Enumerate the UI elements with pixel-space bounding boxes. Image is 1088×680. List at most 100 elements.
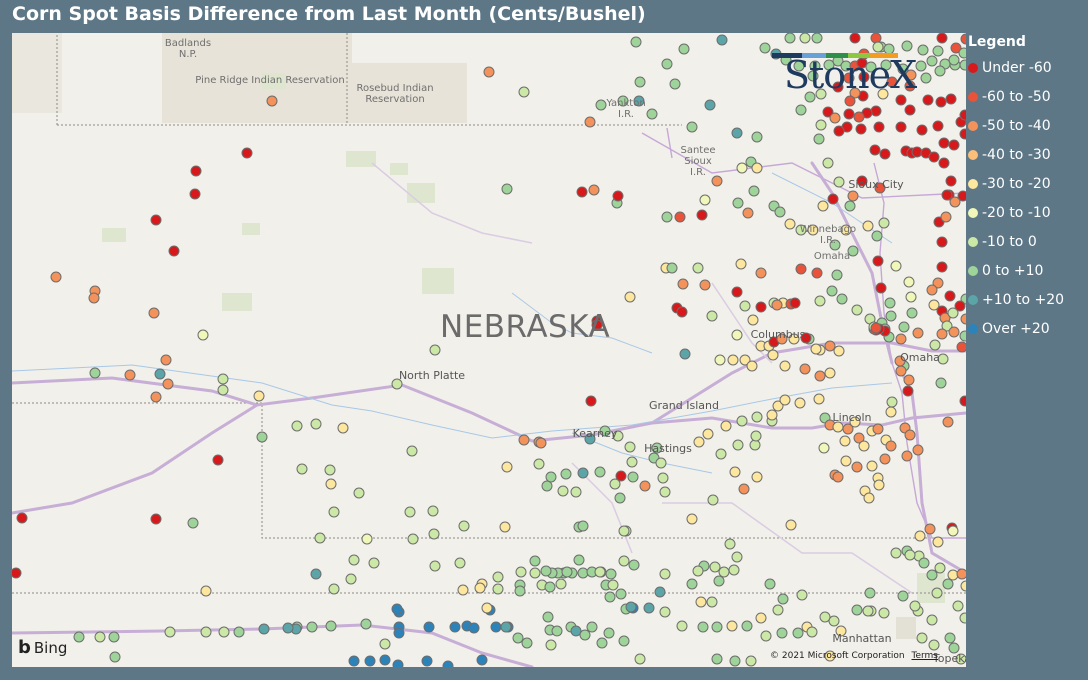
basis-marker[interactable] xyxy=(909,600,921,612)
basis-marker[interactable] xyxy=(956,341,966,353)
basis-marker[interactable] xyxy=(702,428,714,440)
basis-marker[interactable] xyxy=(674,211,686,223)
basis-marker[interactable] xyxy=(379,654,391,666)
basis-marker[interactable] xyxy=(864,587,876,599)
basis-marker[interactable] xyxy=(847,190,859,202)
basis-marker[interactable] xyxy=(885,310,897,322)
basis-marker[interactable] xyxy=(627,471,639,483)
basis-marker[interactable] xyxy=(885,406,897,418)
basis-marker[interactable] xyxy=(197,329,209,341)
basis-marker[interactable] xyxy=(692,565,704,577)
basis-marker[interactable] xyxy=(291,420,303,432)
basis-marker[interactable] xyxy=(920,72,932,84)
basis-marker[interactable] xyxy=(501,183,513,195)
basis-marker[interactable] xyxy=(751,131,763,143)
basis-marker[interactable] xyxy=(928,299,940,311)
basis-marker[interactable] xyxy=(890,260,902,272)
basis-marker[interactable] xyxy=(814,370,826,382)
basis-marker[interactable] xyxy=(792,627,804,639)
basis-marker[interactable] xyxy=(73,631,85,643)
basis-marker[interactable] xyxy=(948,54,960,66)
basis-marker[interactable] xyxy=(777,593,789,605)
basis-marker[interactable] xyxy=(162,378,174,390)
basis-marker[interactable] xyxy=(932,536,944,548)
basis-marker[interactable] xyxy=(150,391,162,403)
basis-marker[interactable] xyxy=(707,494,719,506)
basis-marker[interactable] xyxy=(742,207,754,219)
basis-marker[interactable] xyxy=(282,622,294,634)
basis-marker[interactable] xyxy=(884,297,896,309)
basis-marker[interactable] xyxy=(822,157,834,169)
basis-marker[interactable] xyxy=(457,584,469,596)
basis-marker[interactable] xyxy=(932,120,944,132)
basis-marker[interactable] xyxy=(595,99,607,111)
basis-marker[interactable] xyxy=(865,61,877,73)
basis-marker[interactable] xyxy=(960,580,966,592)
basis-marker[interactable] xyxy=(150,214,162,226)
basis-marker[interactable] xyxy=(817,200,829,212)
basis-marker[interactable] xyxy=(886,396,898,408)
basis-marker[interactable] xyxy=(379,638,391,650)
basis-marker[interactable] xyxy=(404,506,416,518)
basis-marker[interactable] xyxy=(898,321,910,333)
basis-marker[interactable] xyxy=(253,390,265,402)
basis-marker[interactable] xyxy=(573,554,585,566)
basis-marker[interactable] xyxy=(529,555,541,567)
basis-marker[interactable] xyxy=(776,333,788,345)
basis-marker[interactable] xyxy=(659,486,671,498)
basis-marker[interactable] xyxy=(832,471,844,483)
basis-marker[interactable] xyxy=(947,569,959,581)
basis-marker[interactable] xyxy=(940,211,952,223)
basis-marker[interactable] xyxy=(853,432,865,444)
basis-marker[interactable] xyxy=(728,564,740,576)
basis-marker[interactable] xyxy=(849,33,861,44)
basis-marker[interactable] xyxy=(779,394,791,406)
basis-marker[interactable] xyxy=(476,654,488,666)
basis-marker[interactable] xyxy=(866,460,878,472)
basis-marker[interactable] xyxy=(474,582,486,594)
basis-marker[interactable] xyxy=(551,625,563,637)
basis-marker[interactable] xyxy=(686,121,698,133)
basis-marker[interactable] xyxy=(577,567,589,579)
basis-marker[interactable] xyxy=(905,291,917,303)
basis-marker[interactable] xyxy=(878,217,890,229)
basis-marker[interactable] xyxy=(218,626,230,638)
basis-marker[interactable] xyxy=(915,60,927,72)
basis-marker[interactable] xyxy=(190,165,202,177)
basis-marker[interactable] xyxy=(515,566,527,578)
basis-marker[interactable] xyxy=(360,618,372,630)
basis-marker[interactable] xyxy=(154,368,166,380)
basis-marker[interactable] xyxy=(501,461,513,473)
basis-marker[interactable] xyxy=(941,189,953,201)
basis-marker[interactable] xyxy=(932,277,944,289)
basis-marker[interactable] xyxy=(833,345,845,357)
basis-marker[interactable] xyxy=(875,282,887,294)
basis-marker[interactable] xyxy=(960,313,966,325)
basis-marker[interactable] xyxy=(858,440,870,452)
basis-marker[interactable] xyxy=(200,626,212,638)
basis-marker[interactable] xyxy=(693,436,705,448)
basis-marker[interactable] xyxy=(704,99,716,111)
basis-marker[interactable] xyxy=(94,631,106,643)
basis-marker[interactable] xyxy=(739,300,751,312)
basis-marker[interactable] xyxy=(630,36,642,48)
basis-marker[interactable] xyxy=(310,568,322,580)
basis-marker[interactable] xyxy=(890,547,902,559)
basis-marker[interactable] xyxy=(914,530,926,542)
bing-badge[interactable]: b Bing xyxy=(18,637,67,658)
basis-marker[interactable] xyxy=(895,365,907,377)
basis-marker[interactable] xyxy=(856,175,868,187)
basis-marker[interactable] xyxy=(922,94,934,106)
basis-marker[interactable] xyxy=(618,555,630,567)
basis-marker[interactable] xyxy=(588,184,600,196)
basis-marker[interactable] xyxy=(826,285,838,297)
basis-marker[interactable] xyxy=(779,360,791,372)
basis-marker[interactable] xyxy=(328,506,340,518)
basis-marker[interactable] xyxy=(325,478,337,490)
basis-marker[interactable] xyxy=(217,384,229,396)
basis-marker[interactable] xyxy=(217,373,229,385)
basis-marker[interactable] xyxy=(959,330,966,342)
basis-marker[interactable] xyxy=(454,557,466,569)
basis-marker[interactable] xyxy=(828,615,840,627)
basis-marker[interactable] xyxy=(540,565,552,577)
